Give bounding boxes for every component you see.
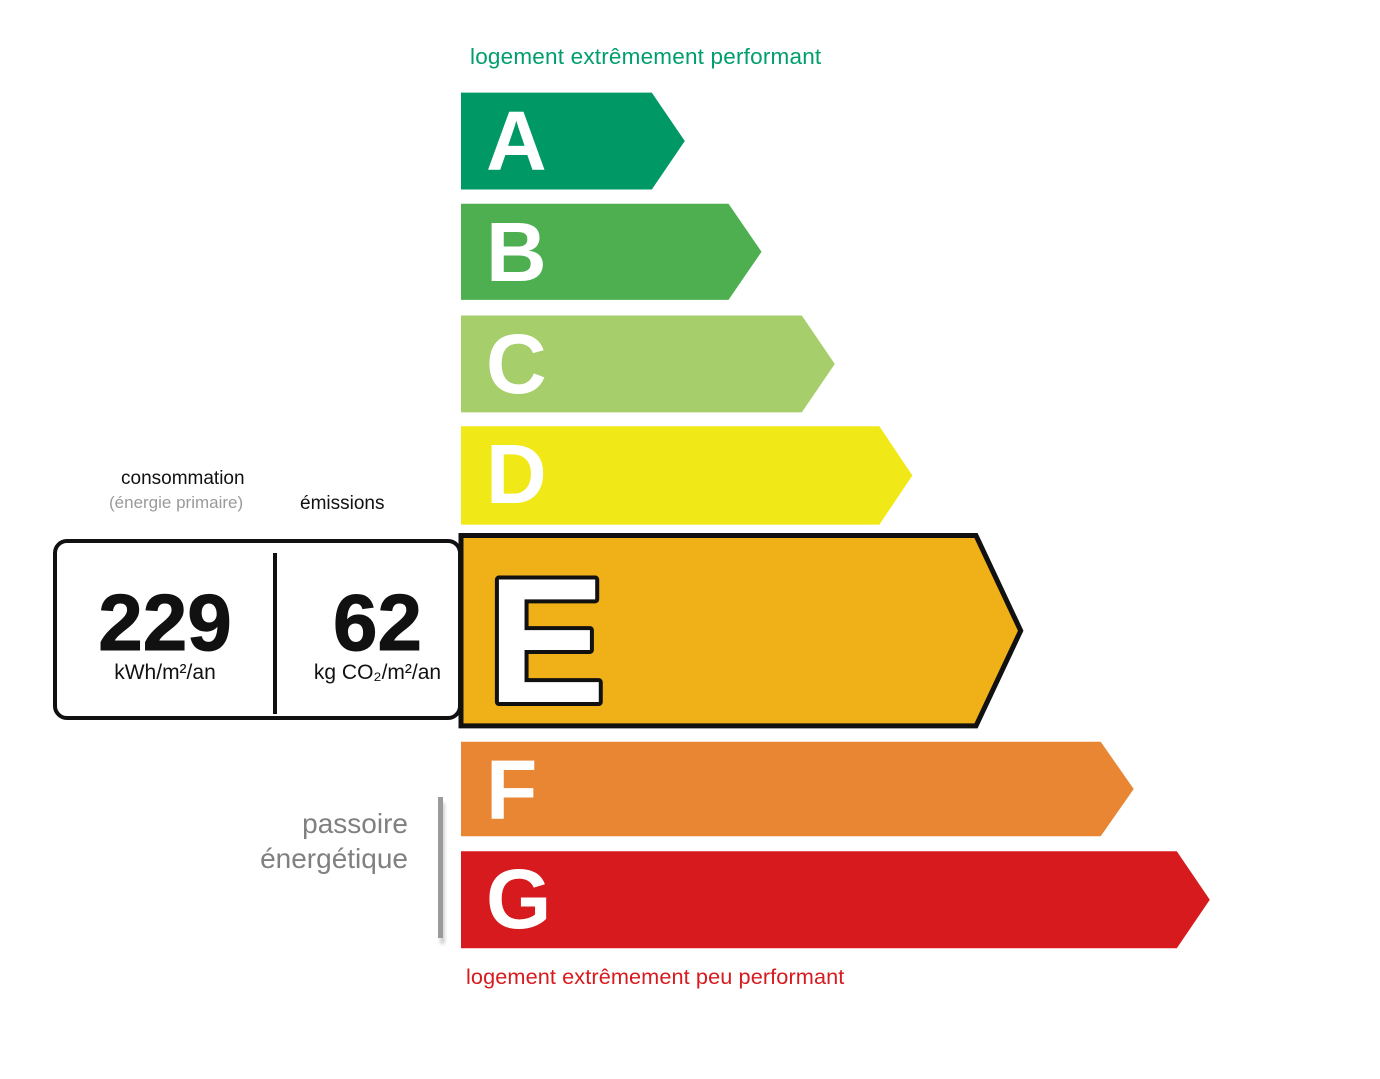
svg-text:E: E bbox=[487, 541, 606, 740]
